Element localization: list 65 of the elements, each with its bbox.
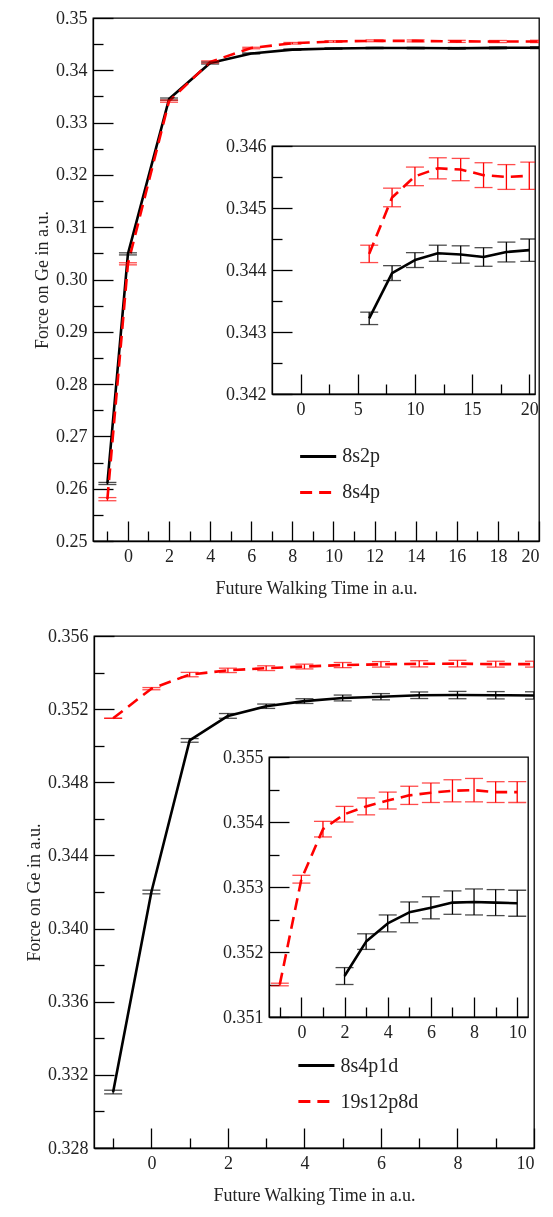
x-tick-label: 2: [340, 1021, 350, 1042]
y-tick-label: 0.346: [226, 135, 267, 156]
y-tick-label: 0.353: [223, 876, 264, 897]
x-tick-label: 4: [383, 1021, 393, 1042]
y-tick-label: 0.29: [56, 321, 88, 342]
y-tick-label: 0.33: [56, 112, 88, 133]
x-tick-label: 8: [288, 545, 298, 566]
y-tick-label: 0.345: [226, 197, 267, 218]
x-tick-label: 4: [206, 545, 216, 566]
y-tick-label: 0.31: [56, 216, 88, 237]
x-tick-label: 0: [297, 1021, 307, 1042]
x-axis-title: Future Walking Time in a.u.: [213, 1184, 416, 1205]
x-tick-label: 20: [520, 398, 539, 419]
x-tick-label: 5: [353, 398, 363, 419]
y-tick-label: 0.28: [56, 373, 88, 394]
legend-label: 8s2p: [342, 444, 380, 468]
x-tick-label: 10: [516, 1152, 535, 1173]
y-axis-title: Force on Ge in a.u.: [24, 823, 44, 962]
x-tick-label: 14: [407, 545, 426, 566]
y-tick-label: 0.35: [56, 7, 88, 28]
y-tick-label: 0.348: [48, 771, 89, 792]
y-tick-label: 0.354: [223, 811, 264, 832]
x-tick-label: 20: [521, 545, 540, 566]
x-axis-title: Future Walking Time in a.u.: [215, 577, 418, 598]
y-tick-label: 0.352: [48, 698, 89, 719]
y-tick-label: 0.26: [56, 478, 88, 499]
legend-label: 8s4p: [342, 480, 380, 504]
y-tick-label: 0.351: [223, 1006, 264, 1027]
x-tick-label: 6: [376, 1152, 386, 1173]
y-tick-label: 0.30: [56, 269, 88, 289]
legend-label: 19s12p8d: [340, 1089, 419, 1113]
x-tick-label: 18: [489, 545, 508, 566]
y-tick-label: 0.343: [226, 321, 267, 342]
y-tick-label: 0.344: [48, 844, 89, 865]
x-tick-label: 0: [147, 1152, 157, 1173]
y-tick-label: 0.25: [56, 530, 88, 551]
y-tick-label: 0.34: [56, 59, 88, 80]
x-tick-label: 8: [470, 1021, 480, 1042]
x-tick-label: 0: [296, 398, 306, 419]
x-tick-label: 10: [508, 1021, 527, 1042]
x-tick-label: 16: [448, 545, 467, 566]
x-tick-label: 10: [324, 545, 343, 566]
y-axis-title: Force on Ge in a.u.: [32, 211, 52, 349]
x-tick-label: 2: [223, 1152, 233, 1173]
y-tick-label: 0.352: [223, 941, 264, 962]
y-tick-label: 0.342: [226, 383, 267, 404]
x-tick-label: 6: [426, 1021, 436, 1042]
y-tick-label: 0.27: [56, 425, 88, 446]
x-tick-label: 12: [366, 545, 385, 566]
y-tick-label: 0.356: [48, 625, 89, 646]
x-tick-label: 6: [247, 545, 257, 566]
y-tick-label: 0.336: [48, 991, 89, 1012]
x-tick-label: 15: [463, 398, 482, 419]
x-tick-label: 0: [123, 545, 133, 566]
x-tick-label: 8: [453, 1152, 463, 1173]
y-tick-label: 0.332: [48, 1064, 89, 1085]
x-tick-label: 4: [300, 1152, 310, 1173]
y-tick-label: 0.344: [226, 259, 267, 280]
y-tick-label: 0.355: [223, 746, 264, 767]
y-tick-label: 0.340: [48, 918, 89, 939]
y-tick-label: 0.328: [48, 1137, 89, 1158]
x-tick-label: 2: [165, 545, 175, 566]
legend-label: 8s4p1d: [340, 1053, 399, 1077]
y-tick-label: 0.32: [56, 164, 88, 185]
x-tick-label: 10: [406, 398, 425, 419]
